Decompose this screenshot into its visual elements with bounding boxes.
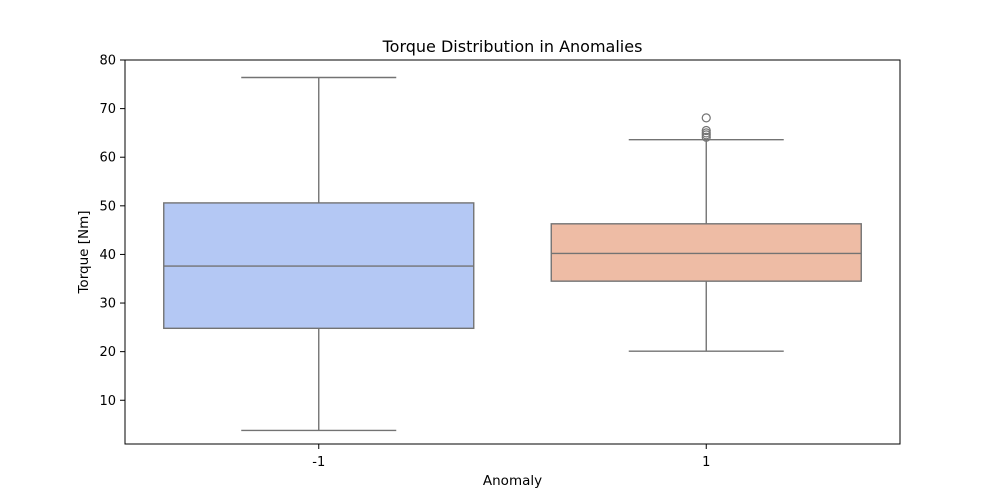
box-iqr xyxy=(550,223,862,282)
y-tick-label: 70 xyxy=(99,102,116,117)
x-axis-label: Anomaly xyxy=(483,473,542,489)
y-tick-label: 60 xyxy=(99,151,116,166)
box-group-minus-1 xyxy=(163,76,475,432)
y-tick-label: 80 xyxy=(99,54,116,69)
box-group-1 xyxy=(550,113,862,352)
outlier-point xyxy=(701,113,711,123)
y-tick-label: 20 xyxy=(99,345,116,360)
y-tick-label: 10 xyxy=(99,394,116,409)
x-tick-label: -1 xyxy=(312,455,325,470)
y-tick-label: 30 xyxy=(99,297,116,312)
x-tick-label: 1 xyxy=(702,455,710,470)
chart-title: Torque Distribution in Anomalies xyxy=(382,37,643,56)
y-axis-ticks: 10 20 30 40 50 60 70 80 xyxy=(99,54,125,409)
y-tick-label: 50 xyxy=(99,199,116,214)
outlier-point xyxy=(701,125,711,136)
outlier-point xyxy=(701,132,711,142)
y-tick-label: 40 xyxy=(99,248,116,263)
plot-frame xyxy=(124,59,901,445)
boxes-layer xyxy=(163,76,862,432)
x-axis-ticks: -1 1 xyxy=(312,444,710,470)
y-axis-label: Torque [Nm] xyxy=(76,210,92,294)
outlier-point xyxy=(701,128,711,138)
